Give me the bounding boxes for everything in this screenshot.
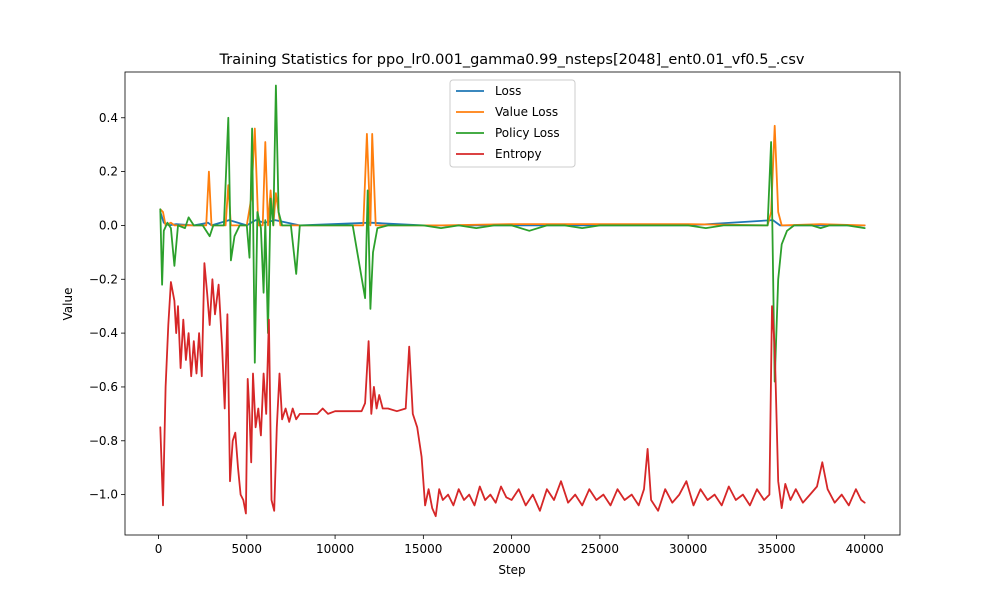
series-line-entropy	[159, 262, 866, 518]
x-tick-label: 10000	[316, 542, 354, 556]
legend-label-policy-loss: Policy Loss	[495, 126, 560, 140]
legend-box	[449, 79, 576, 168]
legend-label-value-loss: Value Loss	[495, 105, 558, 119]
x-tick-label: 0	[155, 542, 163, 556]
legend-label-loss: Loss	[495, 84, 521, 98]
legend: Loss Value Loss Policy Loss Entropy	[449, 79, 576, 168]
x-axis: 0 5000 10000 15000 20000 25000 30000 35000 40000	[155, 535, 884, 556]
series-line-policy-loss	[159, 84, 866, 383]
legend-label-entropy: Entropy	[495, 147, 542, 161]
y-axis: −1.0 −0.8 −0.6 −0.4 −0.2 0.0 0.2 0.4	[89, 111, 125, 502]
plot-frame	[124, 71, 901, 536]
y-tick-label: −1.0	[89, 488, 118, 502]
y-tick-label: −0.8	[89, 434, 118, 448]
x-tick-label: 25000	[581, 542, 619, 556]
x-tick-label: 20000	[493, 542, 531, 556]
y-tick-label: −0.4	[89, 326, 118, 340]
y-tick-label: 0.0	[99, 218, 118, 232]
y-tick-label: −0.6	[89, 380, 118, 394]
x-tick-label: 15000	[404, 542, 442, 556]
chart-title: Training Statistics for ppo_lr0.001_gamm…	[219, 52, 805, 68]
y-tick-label: 0.4	[99, 111, 118, 125]
y-tick-label: −0.2	[89, 272, 118, 286]
x-tick-label: 30000	[669, 542, 707, 556]
lines-layer	[159, 84, 866, 518]
y-axis-label: Value	[61, 288, 75, 321]
y-tick-label: 0.2	[99, 165, 118, 179]
x-tick-label: 40000	[846, 542, 884, 556]
x-axis-label: Step	[498, 563, 525, 577]
x-tick-label: 35000	[757, 542, 795, 556]
x-tick-label: 5000	[232, 542, 263, 556]
